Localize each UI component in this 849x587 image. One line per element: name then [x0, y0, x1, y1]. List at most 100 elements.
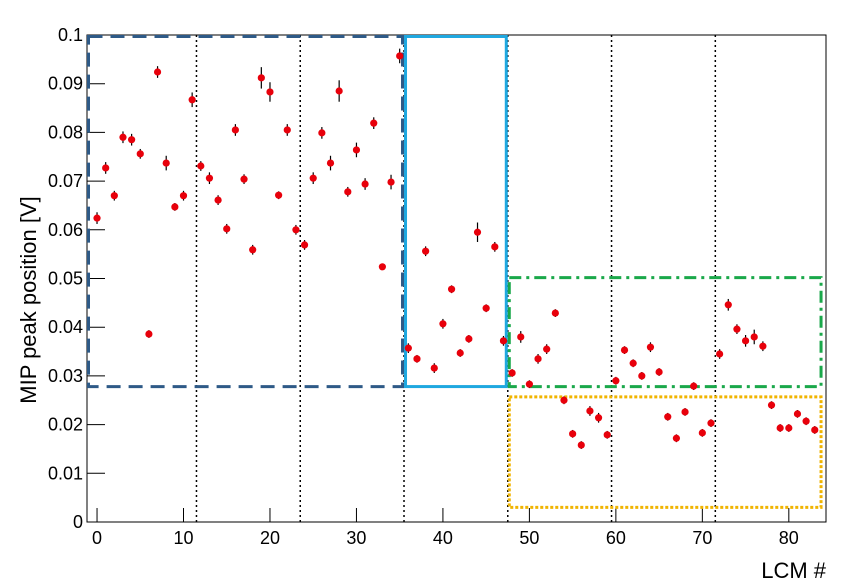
data-point [750, 333, 758, 341]
data-point [231, 126, 239, 134]
data-point [776, 424, 784, 432]
data-point [326, 159, 335, 167]
data-point [629, 359, 637, 367]
data-point [361, 180, 369, 188]
data-point [456, 349, 464, 357]
data-point [525, 380, 533, 388]
x-tick-label: 20 [260, 528, 280, 548]
y-tick-label: 0.08 [48, 122, 83, 142]
x-tick-label: 60 [606, 528, 626, 548]
data-point [387, 178, 395, 186]
data-point [499, 337, 508, 345]
data-point [430, 364, 438, 372]
x-tick-label: 30 [346, 528, 366, 548]
data-point [767, 401, 776, 409]
data-point [802, 417, 810, 425]
data-point [733, 325, 741, 333]
data-point [664, 413, 672, 421]
data-point [214, 196, 222, 204]
data-point [283, 126, 291, 134]
data-point [352, 146, 361, 154]
region-box [507, 395, 823, 509]
y-tick-label: 0 [73, 512, 83, 532]
data-point [491, 243, 499, 251]
data-point [171, 203, 179, 211]
data-point [560, 396, 568, 404]
data-point [162, 159, 170, 167]
data-point [102, 164, 110, 172]
data-point [698, 429, 706, 437]
data-point [396, 52, 404, 60]
data-point [404, 344, 412, 352]
data-point [603, 431, 611, 439]
data-point [300, 241, 309, 249]
data-point [240, 175, 248, 183]
x-tick-label: 70 [692, 528, 712, 548]
x-tick-label: 50 [519, 528, 539, 548]
data-point [335, 87, 343, 95]
data-point [681, 408, 689, 416]
y-axis-title: MIP peak position [V] [16, 196, 41, 404]
region-box [87, 35, 405, 389]
y-tick-label: 0.07 [48, 171, 83, 191]
data-point [543, 345, 551, 353]
data-point [93, 214, 101, 222]
y-tick-label: 0.02 [48, 415, 83, 435]
data-point [188, 96, 196, 104]
data-point [257, 74, 265, 82]
data-point [110, 192, 118, 200]
data-point [292, 226, 300, 234]
y-tick-label: 0.01 [48, 463, 83, 483]
data-point [318, 129, 326, 137]
data-point [439, 320, 447, 328]
data-point [690, 382, 698, 390]
data-point [707, 419, 715, 427]
data-point [370, 119, 378, 127]
data-point [741, 337, 750, 345]
data-point [724, 301, 732, 309]
data-point [465, 335, 473, 343]
data-point [119, 133, 127, 141]
data-point [447, 285, 456, 293]
data-point [473, 228, 482, 236]
data-point [612, 377, 620, 385]
data-point [275, 191, 283, 199]
data-point [128, 136, 136, 144]
data-point [197, 162, 205, 170]
data-point [586, 407, 594, 415]
data-point [422, 247, 430, 255]
region-box [507, 276, 823, 389]
x-tick-label: 80 [779, 528, 799, 548]
data-point [136, 150, 144, 158]
data-point [266, 88, 274, 96]
y-tick-label: 0.06 [48, 220, 83, 240]
data-point [785, 424, 793, 432]
data-point [569, 430, 577, 438]
data-point [594, 414, 603, 422]
data-point [482, 304, 490, 312]
x-axis-title: LCM # [761, 558, 827, 583]
data-point [223, 225, 231, 233]
data-point [551, 309, 559, 317]
data-point [811, 426, 819, 434]
x-tick-label: 0 [92, 528, 102, 548]
data-point [620, 346, 629, 354]
data-point [638, 372, 646, 380]
data-point [344, 188, 352, 196]
x-tick-label: 10 [173, 528, 193, 548]
y-tick-label: 0.04 [48, 317, 83, 337]
data-point [577, 441, 585, 449]
data-point [179, 192, 188, 200]
data-point [759, 342, 767, 350]
data-point [646, 343, 655, 351]
data-point [378, 263, 386, 271]
data-point [249, 246, 257, 254]
data-point [517, 333, 525, 341]
data-point [655, 368, 663, 376]
y-tick-label: 0.03 [48, 366, 83, 386]
data-point [793, 410, 802, 418]
data-point [153, 68, 162, 76]
data-point [508, 369, 516, 377]
data-point [672, 434, 681, 442]
